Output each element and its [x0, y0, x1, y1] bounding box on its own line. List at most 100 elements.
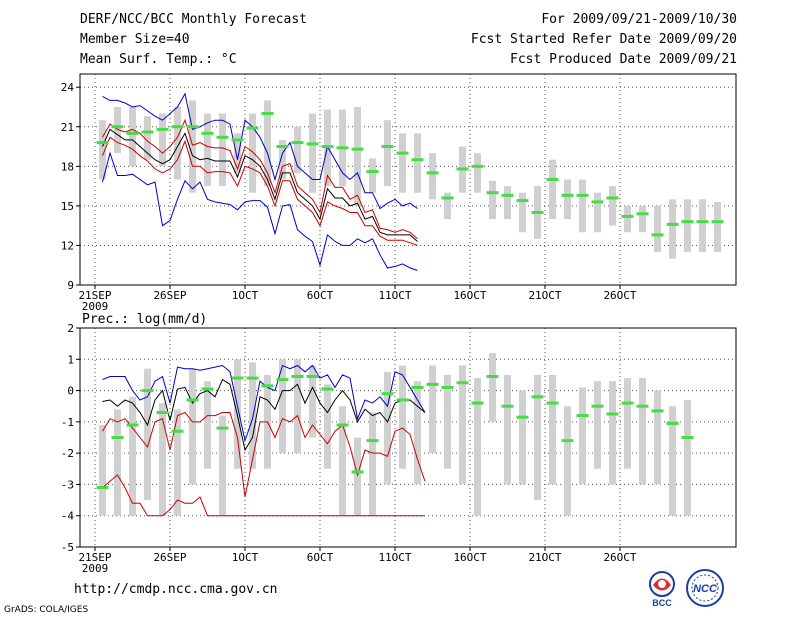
interquartile-box	[429, 365, 436, 454]
median-marker	[111, 436, 124, 439]
interquartile-box	[249, 362, 256, 469]
ensemble-mean-line	[102, 378, 426, 452]
median-marker	[606, 196, 619, 200]
interquartile-box	[549, 159, 556, 220]
interquartile-box	[714, 201, 721, 253]
interquartile-box	[264, 100, 271, 187]
median-marker	[276, 145, 289, 149]
interquartile-box	[564, 406, 571, 516]
median-marker	[141, 389, 154, 393]
median-marker	[561, 193, 574, 197]
x-tick-label: 26SEP	[153, 289, 186, 302]
median-marker	[351, 470, 364, 474]
interquartile-box	[579, 179, 586, 233]
ensemble-max-line	[102, 92, 418, 210]
interquartile-box	[384, 371, 391, 485]
median-marker	[321, 387, 334, 391]
median-marker	[231, 376, 244, 380]
chart-title: DERF/NCC/BCC Monthly Forecast	[80, 12, 307, 27]
interquartile-box	[594, 381, 601, 469]
interquartile-box	[444, 192, 451, 220]
median-marker	[111, 125, 124, 129]
median-marker	[621, 401, 634, 405]
interquartile-box	[144, 116, 151, 160]
interquartile-box	[114, 106, 121, 154]
interquartile-box	[189, 100, 196, 193]
median-marker	[531, 210, 544, 214]
plot-frame	[79, 73, 737, 286]
interquartile-box	[594, 192, 601, 233]
median-marker	[441, 385, 454, 389]
y-tick-label: 2	[67, 322, 74, 335]
interquartile-box	[279, 359, 286, 454]
median-marker	[696, 220, 709, 224]
interquartile-box	[699, 199, 706, 253]
x-tick-label: 16OCT	[453, 551, 486, 564]
median-marker	[306, 374, 319, 378]
source-url[interactable]: http://cmdp.ncc.cma.gov.cn	[74, 582, 278, 597]
median-marker	[201, 131, 214, 135]
median-marker	[681, 220, 694, 224]
median-marker	[666, 421, 679, 425]
median-marker	[216, 426, 229, 430]
median-marker	[261, 384, 274, 388]
upper-bound-line	[102, 118, 418, 240]
interquartile-box	[549, 374, 556, 485]
y-tick-label: 12	[61, 239, 74, 252]
median-marker	[186, 125, 199, 129]
interquartile-box	[489, 353, 496, 422]
y-tick-label: 15	[61, 200, 74, 213]
median-marker	[636, 212, 649, 216]
x-tick-label: 21SEP	[78, 551, 111, 564]
header-left: DERF/NCC/BCC Monthly Forecast Member Siz…	[80, 12, 307, 72]
interquartile-box	[519, 390, 526, 485]
median-marker	[366, 170, 379, 174]
y-tick-label: 0	[67, 385, 74, 398]
x-tick-year-label: 2009	[82, 300, 109, 313]
interquartile-box	[279, 139, 286, 180]
interquartile-box	[144, 368, 151, 501]
median-marker	[171, 125, 184, 129]
median-marker	[396, 151, 409, 155]
y-tick-label: 24	[61, 81, 75, 94]
median-marker	[246, 126, 259, 130]
median-marker	[606, 412, 619, 416]
ensemble-max-line	[102, 364, 426, 443]
interquartile-box	[414, 381, 421, 485]
interquartile-box	[369, 158, 376, 193]
x-tick-year-label: 2009	[82, 562, 109, 575]
median-marker	[546, 401, 559, 405]
median-marker	[486, 191, 499, 195]
interquartile-box	[384, 120, 391, 187]
interquartile-box	[129, 106, 136, 167]
median-marker	[681, 436, 694, 439]
interquartile-box	[174, 106, 181, 180]
interquartile-box	[309, 113, 316, 193]
median-marker	[201, 387, 214, 391]
median-marker	[546, 178, 559, 181]
x-tick-label: 1OCT	[232, 289, 259, 302]
median-marker	[126, 131, 139, 135]
interquartile-box	[624, 378, 631, 469]
interquartile-box	[579, 387, 586, 485]
median-marker	[291, 141, 304, 145]
median-marker	[651, 409, 664, 413]
interquartile-box	[354, 106, 361, 206]
median-marker	[261, 112, 274, 116]
y-tick-label: 1	[67, 353, 74, 366]
interquartile-box	[684, 199, 691, 253]
interquartile-box	[309, 365, 316, 438]
interquartile-box	[294, 359, 301, 454]
median-marker	[666, 222, 679, 226]
x-tick-label: 21OCT	[528, 289, 561, 302]
median-marker	[381, 392, 394, 396]
median-marker	[591, 404, 604, 408]
x-tick-label: 21SEP	[78, 289, 111, 302]
interquartile-box	[654, 205, 661, 253]
x-tick-label: 26OCT	[603, 551, 636, 564]
median-marker	[426, 171, 439, 175]
median-marker	[381, 145, 394, 149]
x-tick-label: 11OCT	[378, 551, 411, 564]
interquartile-box	[294, 126, 301, 173]
y-tick-label: 21	[61, 121, 74, 134]
